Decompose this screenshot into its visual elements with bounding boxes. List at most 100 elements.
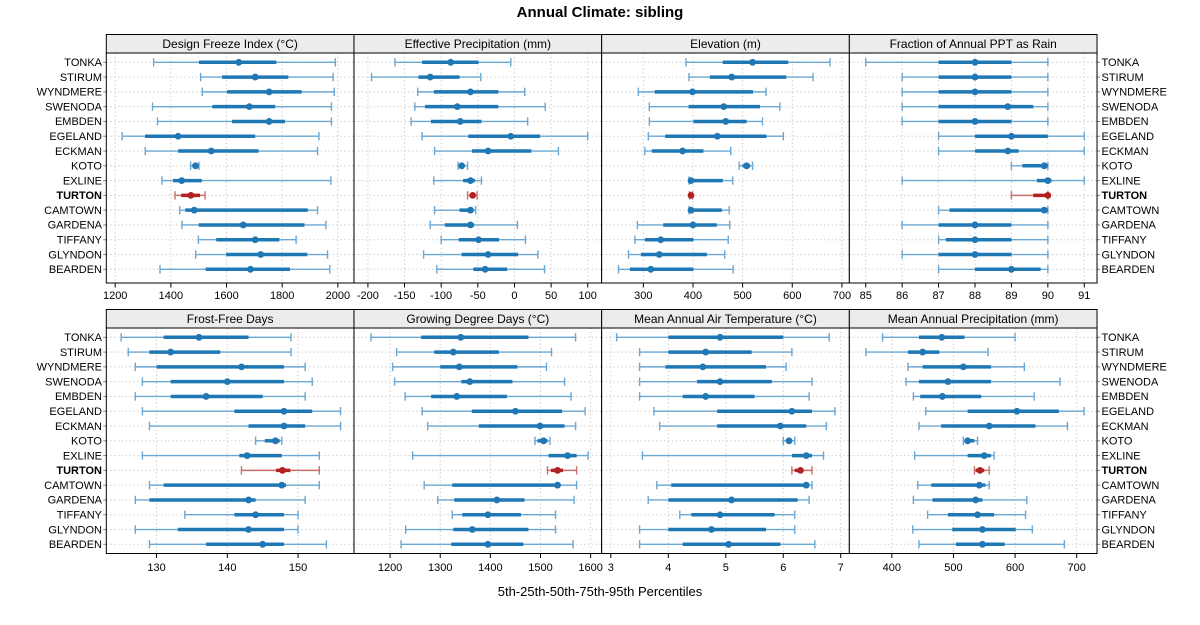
percentile-row-exline xyxy=(433,176,483,185)
station-labels-row0: KOTO KOTO xyxy=(71,161,1133,173)
station-label-right-eckman: ECKMAN xyxy=(1102,146,1149,158)
station-labels-row0: EMBDEN EMBDEN xyxy=(55,116,1149,128)
axis-tick-label: 2000 xyxy=(326,290,350,302)
percentile-row-wyndmere xyxy=(637,87,767,97)
axis-tick-label: 100 xyxy=(579,290,597,302)
station-label-right-bearden: BEARDEN xyxy=(1102,264,1155,276)
station-label-right-exline: EXLINE xyxy=(1102,450,1141,462)
station-label-right-glyndon: GLYNDON xyxy=(1102,249,1156,261)
axis-tick-label: 150 xyxy=(289,562,307,574)
percentile-row-egeland xyxy=(141,407,342,416)
percentile-row-bearden xyxy=(937,265,1049,274)
median-dot xyxy=(1044,191,1052,199)
percentile-row-bearden xyxy=(148,540,328,549)
median-dot xyxy=(1004,103,1012,111)
chart-title: Annual Climate: sibling xyxy=(516,4,684,21)
median-dot xyxy=(702,348,710,356)
median-dot xyxy=(985,422,993,430)
median-dot xyxy=(245,496,252,504)
axis-tick-label: 86 xyxy=(896,290,908,302)
median-dot xyxy=(468,526,476,533)
axis-tick-label: 0 xyxy=(511,290,517,302)
median-dot xyxy=(722,118,730,125)
percentile-row-gardena xyxy=(901,220,1049,230)
axis-tick-label: -50 xyxy=(470,290,486,302)
station-label-right-tiffany: TIFFANY xyxy=(1102,235,1148,247)
percentile-row-koto xyxy=(534,436,551,446)
station-label-left-tiffany: TIFFANY xyxy=(57,235,103,247)
median-dot xyxy=(959,363,967,371)
percentile-row-swenoda xyxy=(151,102,333,111)
percentile-row-bearden xyxy=(400,540,574,549)
percentile-row-embden xyxy=(156,117,333,126)
percentile-row-gardena xyxy=(134,495,306,505)
panel-header-label: Fraction of Annual PPT as Rain xyxy=(890,37,1057,51)
median-dot xyxy=(207,147,215,155)
axis-tick-label: 500 xyxy=(944,562,962,574)
percentile-row-eckman xyxy=(426,421,577,431)
station-labels-row1: KOTO KOTO xyxy=(71,436,1133,448)
median-dot xyxy=(716,511,724,519)
panel-mean-annual-air-temperature-c: Mean Annual Air Temperature (°C) 3 4 5 6 7 xyxy=(601,309,850,574)
median-dot xyxy=(974,511,981,519)
median-dot xyxy=(788,407,796,415)
median-dot xyxy=(484,147,492,155)
station-label-left-turton: TURTON xyxy=(56,190,102,202)
percentile-row-tonka xyxy=(881,333,1016,342)
station-labels-row1: TONKA TONKA xyxy=(64,332,1140,344)
station-labels-row0: BEARDEN BEARDEN xyxy=(49,264,1155,276)
axis-tick-label: 600 xyxy=(1006,562,1024,574)
station-label-left-stirum: STIRUM xyxy=(60,72,102,84)
percentile-row-bearden xyxy=(638,540,816,549)
axis-tick-label: 89 xyxy=(1005,290,1017,302)
station-labels-row0: EGELAND EGELAND xyxy=(49,131,1154,143)
percentile-row-eckman xyxy=(144,146,319,156)
percentile-row-swenoda xyxy=(648,102,781,111)
station-labels-row1: WYNDMERE WYNDMERE xyxy=(37,362,1167,374)
percentile-row-swenoda xyxy=(901,102,1049,111)
median-dot xyxy=(195,333,203,341)
panel-header xyxy=(848,309,1098,329)
median-dot xyxy=(564,452,571,459)
median-dot xyxy=(467,206,474,214)
median-dot xyxy=(749,58,756,66)
median-dot xyxy=(239,221,247,229)
station-label-left-stirum: STIRUM xyxy=(60,347,102,359)
median-dot xyxy=(1008,265,1015,273)
percentile-row-tiffany xyxy=(926,510,1027,519)
station-label-left-turton: TURTON xyxy=(56,465,102,477)
station-labels-row0: ECKMAN ECKMAN xyxy=(55,146,1149,158)
station-labels-row0: SWENODA SWENODA xyxy=(45,101,1159,113)
station-labels-row1: EGELAND EGELAND xyxy=(49,406,1154,418)
axis-tick-label: 1200 xyxy=(103,290,127,302)
median-dot xyxy=(481,265,489,273)
percentile-row-glyndon xyxy=(422,250,539,259)
axis-tick-label: 400 xyxy=(684,290,702,302)
median-dot xyxy=(728,496,735,504)
axis-tick-label: 1200 xyxy=(378,562,402,574)
median-dot xyxy=(247,265,254,273)
axis-tick-label: 1400 xyxy=(159,290,183,302)
axis-tick-label: 88 xyxy=(969,290,981,302)
median-dot xyxy=(238,363,245,371)
percentile-row-embden xyxy=(648,117,764,126)
axis-tick-label: -100 xyxy=(430,290,452,302)
station-label-left-koto: KOTO xyxy=(71,161,102,173)
panel-background xyxy=(601,53,850,283)
station-label-right-turton: TURTON xyxy=(1102,190,1148,202)
median-dot xyxy=(467,221,474,229)
station-label-left-tonka: TONKA xyxy=(64,332,102,344)
station-label-right-gardena: GARDENA xyxy=(1102,220,1157,232)
station-labels-row0: WYNDMERE WYNDMERE xyxy=(37,87,1167,99)
percentile-row-turton xyxy=(791,466,813,475)
percentile-row-tonka xyxy=(685,58,831,67)
percentile-row-egeland xyxy=(925,407,1085,416)
median-dot xyxy=(554,466,561,474)
station-label-right-tonka: TONKA xyxy=(1102,332,1140,344)
percentile-row-egeland xyxy=(421,407,586,416)
axis-tick-label: 87 xyxy=(932,290,944,302)
axis-caption: 5th-25th-50th-75th-95th Percentiles xyxy=(497,584,703,599)
median-dot xyxy=(971,58,979,66)
percentile-row-camtown xyxy=(433,205,477,215)
median-dot xyxy=(456,118,464,125)
